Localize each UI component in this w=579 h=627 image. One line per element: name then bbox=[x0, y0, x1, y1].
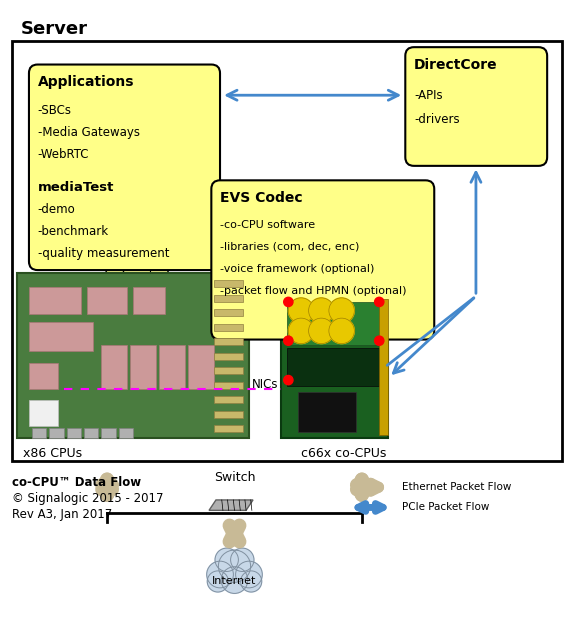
Text: © Signalogic 2015 - 2017: © Signalogic 2015 - 2017 bbox=[12, 492, 163, 505]
Bar bbox=[29, 287, 81, 314]
Text: -quality measurement: -quality measurement bbox=[38, 247, 169, 260]
Bar bbox=[101, 428, 116, 438]
Bar bbox=[12, 41, 562, 461]
Polygon shape bbox=[307, 296, 347, 340]
Bar bbox=[133, 287, 165, 314]
Text: -APIs: -APIs bbox=[414, 89, 442, 102]
Polygon shape bbox=[43, 270, 124, 374]
Circle shape bbox=[284, 297, 293, 307]
Text: -co-CPU software: -co-CPU software bbox=[220, 219, 315, 229]
Circle shape bbox=[236, 561, 262, 588]
Bar bbox=[84, 428, 98, 438]
Circle shape bbox=[207, 561, 233, 588]
Circle shape bbox=[375, 297, 384, 307]
Bar bbox=[67, 428, 81, 438]
Bar bbox=[214, 425, 243, 432]
FancyBboxPatch shape bbox=[405, 47, 547, 166]
Bar bbox=[214, 382, 243, 389]
Text: PCIe Packet Flow: PCIe Packet Flow bbox=[402, 502, 490, 512]
Bar bbox=[379, 299, 388, 435]
Circle shape bbox=[241, 571, 262, 592]
Circle shape bbox=[329, 318, 354, 344]
Circle shape bbox=[284, 336, 293, 345]
Circle shape bbox=[284, 376, 293, 385]
Circle shape bbox=[288, 298, 314, 324]
Circle shape bbox=[288, 318, 314, 344]
Text: -benchmark: -benchmark bbox=[38, 225, 109, 238]
Polygon shape bbox=[209, 500, 253, 510]
Bar bbox=[214, 367, 243, 374]
Text: -Media Gateways: -Media Gateways bbox=[38, 126, 140, 139]
Bar bbox=[188, 345, 214, 389]
Bar bbox=[287, 348, 379, 386]
Bar bbox=[214, 310, 243, 317]
FancyBboxPatch shape bbox=[211, 181, 434, 340]
Text: c66x co-CPUs: c66x co-CPUs bbox=[301, 446, 386, 460]
Text: Server: Server bbox=[20, 21, 87, 38]
Circle shape bbox=[221, 567, 248, 593]
Bar bbox=[281, 296, 388, 438]
Bar bbox=[214, 324, 243, 331]
Text: -WebRTC: -WebRTC bbox=[38, 148, 89, 161]
Bar bbox=[29, 322, 93, 351]
Text: -demo: -demo bbox=[38, 203, 75, 216]
FancyBboxPatch shape bbox=[29, 65, 220, 270]
Bar bbox=[214, 280, 243, 287]
Text: Applications: Applications bbox=[38, 75, 134, 89]
Circle shape bbox=[309, 298, 334, 324]
Bar bbox=[17, 273, 249, 438]
Text: -drivers: -drivers bbox=[414, 113, 460, 126]
Bar bbox=[29, 362, 58, 389]
Bar bbox=[214, 353, 243, 360]
Bar bbox=[214, 396, 243, 403]
Text: DirectCore: DirectCore bbox=[414, 58, 497, 71]
Text: Ethernet Packet Flow: Ethernet Packet Flow bbox=[402, 482, 512, 492]
Text: NICs: NICs bbox=[252, 377, 278, 391]
Text: EVS Codec: EVS Codec bbox=[220, 191, 303, 205]
Text: x86 CPUs: x86 CPUs bbox=[23, 446, 82, 460]
Circle shape bbox=[375, 336, 384, 345]
Text: mediaTest: mediaTest bbox=[38, 181, 114, 194]
Circle shape bbox=[215, 548, 239, 571]
Circle shape bbox=[309, 318, 334, 344]
Circle shape bbox=[230, 548, 254, 571]
Circle shape bbox=[207, 571, 228, 592]
Text: Internet: Internet bbox=[212, 576, 256, 586]
Bar bbox=[159, 345, 185, 389]
Bar bbox=[32, 428, 46, 438]
Polygon shape bbox=[148, 270, 168, 354]
Polygon shape bbox=[52, 270, 174, 377]
Bar bbox=[119, 428, 133, 438]
Bar bbox=[29, 401, 58, 426]
Text: co-CPU™ Data Flow: co-CPU™ Data Flow bbox=[12, 476, 141, 488]
Bar bbox=[214, 339, 243, 345]
Bar bbox=[101, 345, 127, 389]
Bar bbox=[214, 295, 243, 302]
Bar bbox=[287, 302, 382, 345]
Text: Switch: Switch bbox=[214, 472, 255, 484]
Circle shape bbox=[329, 298, 354, 324]
Text: -packet flow and HPMN (optional): -packet flow and HPMN (optional) bbox=[220, 286, 406, 296]
Text: Rev A3, Jan 2017: Rev A3, Jan 2017 bbox=[12, 508, 112, 521]
Bar bbox=[49, 428, 64, 438]
Bar bbox=[87, 287, 127, 314]
Bar bbox=[130, 345, 156, 389]
Bar bbox=[298, 392, 356, 432]
Circle shape bbox=[218, 550, 251, 582]
Text: -libraries (com, dec, enc): -libraries (com, dec, enc) bbox=[220, 241, 360, 251]
Bar bbox=[214, 411, 243, 418]
Text: -voice framework (optional): -voice framework (optional) bbox=[220, 264, 375, 274]
Text: -SBCs: -SBCs bbox=[38, 104, 72, 117]
